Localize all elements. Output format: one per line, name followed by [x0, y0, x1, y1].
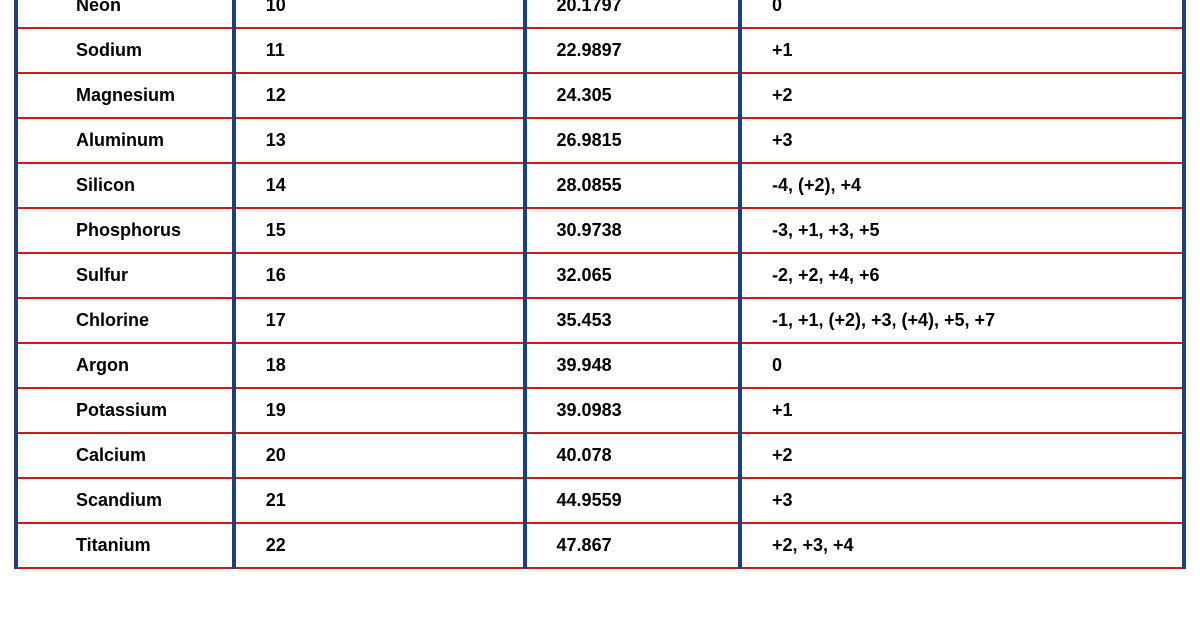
cell-atomic-mass: 39.0983	[525, 388, 740, 433]
cell-oxidation-states: +3	[740, 118, 1184, 163]
cell-oxidation-states: +1	[740, 28, 1184, 73]
cell-atomic-number: 14	[234, 163, 525, 208]
cell-atomic-number: 18	[234, 343, 525, 388]
table-row: Sodium 11 22.9897 +1	[16, 28, 1184, 73]
cell-oxidation-states: +2	[740, 73, 1184, 118]
cell-element: Magnesium	[16, 73, 234, 118]
cell-atomic-number: 22	[234, 523, 525, 568]
cell-atomic-mass: 26.9815	[525, 118, 740, 163]
table-row: Titanium 22 47.867 +2, +3, +4	[16, 523, 1184, 568]
cell-atomic-mass: 24.305	[525, 73, 740, 118]
cell-atomic-number: 13	[234, 118, 525, 163]
cell-atomic-number: 16	[234, 253, 525, 298]
cell-oxidation-states: -2, +2, +4, +6	[740, 253, 1184, 298]
table-row: Potassium 19 39.0983 +1	[16, 388, 1184, 433]
cell-element: Silicon	[16, 163, 234, 208]
cell-element: Chlorine	[16, 298, 234, 343]
cell-element: Scandium	[16, 478, 234, 523]
cell-element: Potassium	[16, 388, 234, 433]
table-row: Silicon 14 28.0855 -4, (+2), +4	[16, 163, 1184, 208]
cell-element: Argon	[16, 343, 234, 388]
cell-element: Titanium	[16, 523, 234, 568]
cell-atomic-number: 20	[234, 433, 525, 478]
cell-oxidation-states: +2	[740, 433, 1184, 478]
periodic-elements-table: Neon 10 20.1797 0 Sodium 11 22.9897 +1 M…	[14, 0, 1186, 569]
table-row: Chlorine 17 35.453 -1, +1, (+2), +3, (+4…	[16, 298, 1184, 343]
cell-atomic-mass: 44.9559	[525, 478, 740, 523]
cell-oxidation-states: +1	[740, 388, 1184, 433]
cell-oxidation-states: -1, +1, (+2), +3, (+4), +5, +7	[740, 298, 1184, 343]
cell-atomic-number: 12	[234, 73, 525, 118]
cell-atomic-mass: 28.0855	[525, 163, 740, 208]
table-row: Magnesium 12 24.305 +2	[16, 73, 1184, 118]
cell-atomic-mass: 47.867	[525, 523, 740, 568]
cell-element: Aluminum	[16, 118, 234, 163]
cell-atomic-mass: 39.948	[525, 343, 740, 388]
cell-element: Phosphorus	[16, 208, 234, 253]
table-row: Aluminum 13 26.9815 +3	[16, 118, 1184, 163]
cell-atomic-number: 15	[234, 208, 525, 253]
cell-oxidation-states: +2, +3, +4	[740, 523, 1184, 568]
table-body: Neon 10 20.1797 0 Sodium 11 22.9897 +1 M…	[16, 0, 1184, 568]
table-row: Argon 18 39.948 0	[16, 343, 1184, 388]
cell-oxidation-states: +3	[740, 478, 1184, 523]
cell-atomic-number: 21	[234, 478, 525, 523]
table-row: Scandium 21 44.9559 +3	[16, 478, 1184, 523]
table-row: Neon 10 20.1797 0	[16, 0, 1184, 28]
table-row: Calcium 20 40.078 +2	[16, 433, 1184, 478]
cell-atomic-mass: 30.9738	[525, 208, 740, 253]
cell-oxidation-states: 0	[740, 0, 1184, 28]
table-row: Phosphorus 15 30.9738 -3, +1, +3, +5	[16, 208, 1184, 253]
cell-atomic-mass: 20.1797	[525, 0, 740, 28]
cell-atomic-mass: 40.078	[525, 433, 740, 478]
table-row: Sulfur 16 32.065 -2, +2, +4, +6	[16, 253, 1184, 298]
cell-atomic-number: 10	[234, 0, 525, 28]
cell-element: Calcium	[16, 433, 234, 478]
cell-element: Neon	[16, 0, 234, 28]
cell-atomic-mass: 32.065	[525, 253, 740, 298]
cell-oxidation-states: -3, +1, +3, +5	[740, 208, 1184, 253]
cell-atomic-number: 11	[234, 28, 525, 73]
cell-atomic-number: 19	[234, 388, 525, 433]
cell-atomic-number: 17	[234, 298, 525, 343]
cell-atomic-mass: 35.453	[525, 298, 740, 343]
cell-oxidation-states: -4, (+2), +4	[740, 163, 1184, 208]
cell-atomic-mass: 22.9897	[525, 28, 740, 73]
periodic-elements-table-container: Neon 10 20.1797 0 Sodium 11 22.9897 +1 M…	[0, 0, 1200, 630]
cell-element: Sodium	[16, 28, 234, 73]
cell-oxidation-states: 0	[740, 343, 1184, 388]
cell-element: Sulfur	[16, 253, 234, 298]
